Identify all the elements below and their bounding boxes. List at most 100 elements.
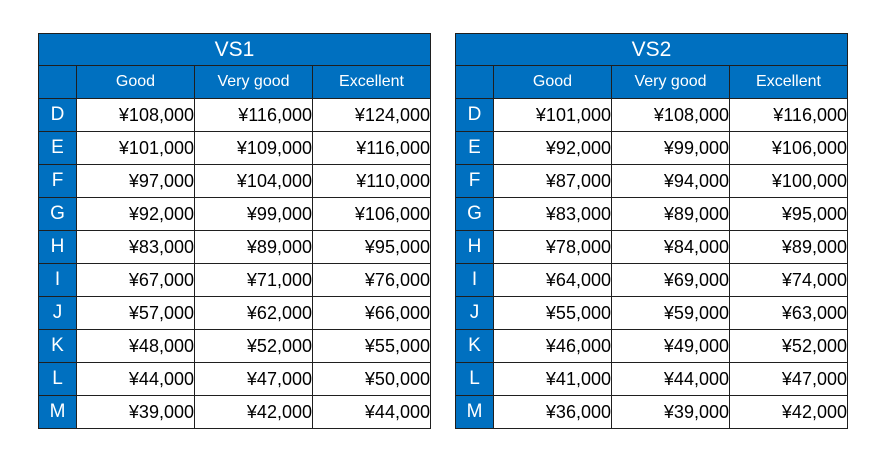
table-row: G ¥83,000 ¥89,000 ¥95,000: [455, 197, 848, 231]
price-cell: ¥101,000: [76, 131, 195, 165]
column-header: Good: [76, 65, 195, 99]
table-row: M ¥39,000 ¥42,000 ¥44,000: [38, 395, 431, 429]
table-row: K ¥48,000 ¥52,000 ¥55,000: [38, 329, 431, 363]
table-title: VS2: [455, 33, 848, 66]
price-cell: ¥47,000: [729, 362, 848, 396]
column-header: Very good: [611, 65, 730, 99]
price-cell: ¥89,000: [194, 230, 313, 264]
table-row: J ¥55,000 ¥59,000 ¥63,000: [455, 296, 848, 330]
corner-cell: [455, 65, 494, 99]
grade-label: L: [455, 362, 494, 396]
table-body: D ¥101,000 ¥108,000 ¥116,000 E ¥92,000 ¥99,000…: [455, 98, 848, 429]
grade-label: H: [38, 230, 77, 264]
price-cell: ¥36,000: [493, 395, 612, 429]
column-header-row: Good Very good Excellent: [455, 65, 848, 99]
price-cell: ¥106,000: [312, 197, 431, 231]
table-row: L ¥44,000 ¥47,000 ¥50,000: [38, 362, 431, 396]
table-title-row: VS1: [38, 33, 431, 66]
table-row: H ¥78,000 ¥84,000 ¥89,000: [455, 230, 848, 264]
price-cell: ¥104,000: [194, 164, 313, 198]
table-row: L ¥41,000 ¥44,000 ¥47,000: [455, 362, 848, 396]
column-header: Very good: [194, 65, 313, 99]
price-cell: ¥44,000: [76, 362, 195, 396]
corner-cell: [38, 65, 77, 99]
price-cell: ¥41,000: [493, 362, 612, 396]
grade-label: E: [455, 131, 494, 165]
grade-label: M: [455, 395, 494, 429]
column-header-row: Good Very good Excellent: [38, 65, 431, 99]
price-cell: ¥52,000: [194, 329, 313, 363]
price-cell: ¥108,000: [76, 98, 195, 132]
price-cell: ¥95,000: [312, 230, 431, 264]
table-row: D ¥101,000 ¥108,000 ¥116,000: [455, 98, 848, 132]
price-cell: ¥109,000: [194, 131, 313, 165]
price-cell: ¥48,000: [76, 329, 195, 363]
price-cell: ¥87,000: [493, 164, 612, 198]
grade-label: G: [38, 197, 77, 231]
grade-label: J: [38, 296, 77, 330]
price-cell: ¥116,000: [729, 98, 848, 132]
table-row: E ¥92,000 ¥99,000 ¥106,000: [455, 131, 848, 165]
grade-label: H: [455, 230, 494, 264]
price-cell: ¥69,000: [611, 263, 730, 297]
price-cell: ¥44,000: [312, 395, 431, 429]
grade-label: K: [38, 329, 77, 363]
price-cell: ¥83,000: [493, 197, 612, 231]
price-cell: ¥47,000: [194, 362, 313, 396]
column-header: Excellent: [729, 65, 848, 99]
price-cell: ¥78,000: [493, 230, 612, 264]
price-cell: ¥110,000: [312, 164, 431, 198]
table-row: I ¥64,000 ¥69,000 ¥74,000: [455, 263, 848, 297]
price-cell: ¥55,000: [493, 296, 612, 330]
price-cell: ¥39,000: [611, 395, 730, 429]
price-cell: ¥99,000: [194, 197, 313, 231]
price-cell: ¥74,000: [729, 263, 848, 297]
price-cell: ¥55,000: [312, 329, 431, 363]
price-cell: ¥92,000: [76, 197, 195, 231]
price-cell: ¥64,000: [493, 263, 612, 297]
price-cell: ¥71,000: [194, 263, 313, 297]
price-cell: ¥66,000: [312, 296, 431, 330]
price-cell: ¥63,000: [729, 296, 848, 330]
table-row: K ¥46,000 ¥49,000 ¥52,000: [455, 329, 848, 363]
price-cell: ¥124,000: [312, 98, 431, 132]
table-row: H ¥83,000 ¥89,000 ¥95,000: [38, 230, 431, 264]
table-row: M ¥36,000 ¥39,000 ¥42,000: [455, 395, 848, 429]
price-cell: ¥95,000: [729, 197, 848, 231]
grade-label: L: [38, 362, 77, 396]
grade-label: F: [455, 164, 494, 198]
grade-label: I: [38, 263, 77, 297]
column-header: Excellent: [312, 65, 431, 99]
grade-label: M: [38, 395, 77, 429]
price-cell: ¥39,000: [76, 395, 195, 429]
grade-label: G: [455, 197, 494, 231]
table-body: D ¥108,000 ¥116,000 ¥124,000 E ¥101,000 ¥109,0…: [38, 98, 431, 429]
price-cell: ¥106,000: [729, 131, 848, 165]
column-header: Good: [493, 65, 612, 99]
price-cell: ¥92,000: [493, 131, 612, 165]
price-cell: ¥49,000: [611, 329, 730, 363]
price-cell: ¥100,000: [729, 164, 848, 198]
price-cell: ¥62,000: [194, 296, 313, 330]
table-row: I ¥67,000 ¥71,000 ¥76,000: [38, 263, 431, 297]
price-cell: ¥42,000: [194, 395, 313, 429]
price-cell: ¥83,000: [76, 230, 195, 264]
price-cell: ¥76,000: [312, 263, 431, 297]
price-table-vs2: VS2 Good Very good Excellent D ¥101,000 ¥1…: [455, 33, 848, 429]
grade-label: E: [38, 131, 77, 165]
grade-label: F: [38, 164, 77, 198]
price-cell: ¥46,000: [493, 329, 612, 363]
table-row: E ¥101,000 ¥109,000 ¥116,000: [38, 131, 431, 165]
price-cell: ¥44,000: [611, 362, 730, 396]
price-cell: ¥94,000: [611, 164, 730, 198]
price-cell: ¥59,000: [611, 296, 730, 330]
grade-label: D: [455, 98, 494, 132]
grade-label: D: [38, 98, 77, 132]
table-row: F ¥97,000 ¥104,000 ¥110,000: [38, 164, 431, 198]
table-row: G ¥92,000 ¥99,000 ¥106,000: [38, 197, 431, 231]
price-cell: ¥97,000: [76, 164, 195, 198]
price-cell: ¥116,000: [312, 131, 431, 165]
price-cell: ¥89,000: [729, 230, 848, 264]
price-cell: ¥108,000: [611, 98, 730, 132]
grade-label: J: [455, 296, 494, 330]
